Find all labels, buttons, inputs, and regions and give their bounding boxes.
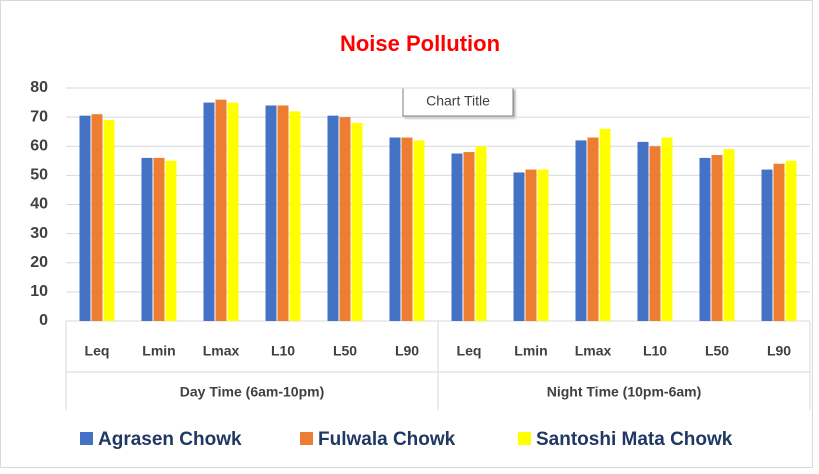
bar — [463, 152, 475, 321]
x-tick-label: Leq — [457, 343, 482, 359]
y-tick-label: 60 — [30, 137, 48, 154]
legend-swatch — [518, 432, 531, 445]
group-label: Night Time (10pm-6am) — [547, 384, 702, 400]
bar — [661, 137, 673, 321]
bar — [587, 137, 599, 321]
x-tick-label: L50 — [333, 343, 357, 359]
bar — [79, 115, 91, 321]
bar — [265, 105, 277, 321]
bar — [327, 115, 339, 321]
x-tick-label: L10 — [643, 343, 667, 359]
x-tick-label: L10 — [271, 343, 295, 359]
x-tick-label: Lmax — [575, 343, 612, 359]
bar — [513, 172, 525, 321]
bar — [575, 140, 587, 321]
bar — [699, 157, 711, 321]
bar — [103, 120, 115, 321]
y-tick-label: 70 — [30, 108, 48, 125]
y-tick-label: 20 — [30, 254, 48, 271]
bar — [649, 146, 661, 321]
bar — [339, 117, 351, 321]
bar — [773, 163, 785, 321]
bar — [711, 154, 723, 321]
group-label: Day Time (6am-10pm) — [180, 384, 324, 400]
bar — [141, 157, 153, 321]
x-tick-label: Lmax — [203, 343, 240, 359]
bar — [723, 149, 735, 321]
y-tick-label: 0 — [39, 312, 48, 329]
y-tick-label: 40 — [30, 196, 48, 213]
bar — [413, 140, 425, 321]
y-tick-label: 50 — [30, 167, 48, 184]
legend-label: Agrasen Chowk — [98, 429, 242, 450]
x-tick-label: L50 — [705, 343, 729, 359]
bar — [203, 102, 215, 321]
bar — [277, 105, 289, 321]
legend-swatch — [300, 432, 313, 445]
bar — [153, 157, 165, 321]
tooltip-box — [402, 87, 514, 117]
bar — [537, 169, 549, 321]
tooltip-text: Chart Title — [426, 93, 490, 109]
bar — [351, 122, 363, 321]
bar — [785, 160, 797, 321]
bar — [227, 102, 239, 321]
bar — [401, 137, 413, 321]
bar — [599, 128, 611, 321]
legend-label: Santoshi Mata Chowk — [536, 429, 733, 450]
tooltip: Chart Title — [402, 87, 514, 117]
legend-swatch — [80, 432, 93, 445]
x-tick-label: Lmin — [142, 343, 175, 359]
chart-title: Noise Pollution — [340, 31, 500, 56]
bar — [389, 137, 401, 321]
legend-label: Fulwala Chowk — [318, 429, 456, 450]
bar — [165, 160, 177, 321]
bar — [475, 146, 487, 321]
y-tick-label: 80 — [30, 79, 48, 96]
bar — [451, 153, 463, 321]
x-tick-label: L90 — [767, 343, 791, 359]
bar — [525, 169, 537, 321]
y-tick-label: 30 — [30, 225, 48, 242]
y-tick-label: 10 — [30, 283, 48, 300]
bar — [91, 114, 103, 322]
bar — [215, 99, 227, 322]
bar — [637, 141, 649, 321]
x-tick-label: Leq — [85, 343, 110, 359]
x-tick-label: L90 — [395, 343, 419, 359]
bar — [761, 169, 773, 321]
x-tick-label: Lmin — [514, 343, 547, 359]
bar — [289, 111, 301, 321]
